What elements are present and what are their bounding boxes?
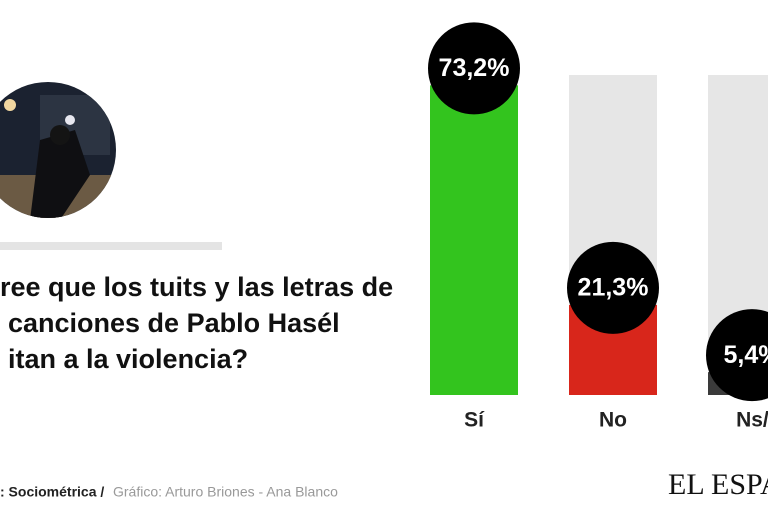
question-line: itan a la violencia?: [8, 344, 248, 374]
value-badge: [706, 309, 768, 402]
value-badge: [567, 241, 659, 334]
divider: [0, 242, 222, 250]
question-line: ree que los tuits y las letras de: [0, 272, 393, 302]
category-label: Sí: [464, 409, 485, 432]
category-label: Ns/N: [736, 409, 768, 432]
value-label: 73,2%: [439, 54, 510, 82]
value-label: 5,4%: [724, 341, 768, 369]
logo: EL ESPA: [668, 468, 768, 501]
category-label: No: [599, 409, 627, 432]
bar: [430, 85, 518, 395]
question-line: canciones de Pablo Hasél: [8, 308, 340, 338]
value-badge: [428, 22, 520, 115]
photo: [0, 82, 116, 218]
credit: Gráfico: Arturo Briones - Ana Blanco: [113, 484, 338, 500]
value-label: 21,3%: [578, 274, 649, 302]
source: : Sociométrica /: [0, 484, 104, 500]
